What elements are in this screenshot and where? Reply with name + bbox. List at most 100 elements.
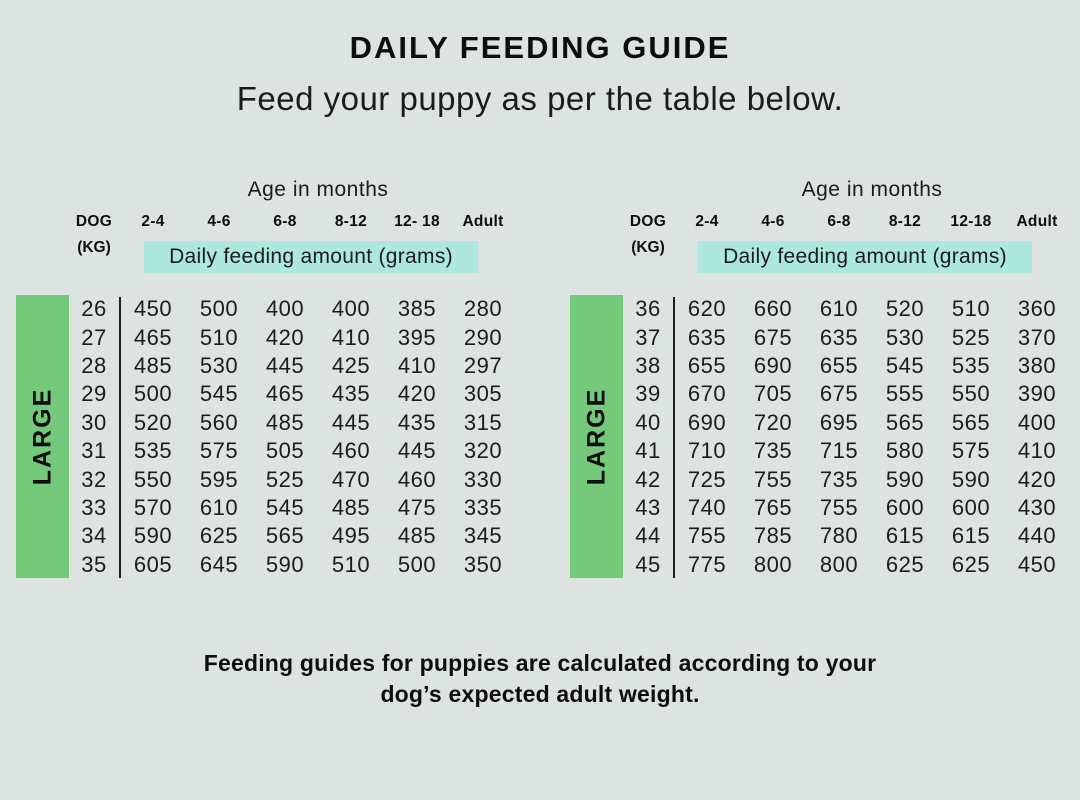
amount-cell: 550 bbox=[951, 381, 991, 407]
amount-cell: 495 bbox=[331, 523, 371, 549]
weight-cell: 28 bbox=[81, 353, 107, 379]
weight-cell: 38 bbox=[635, 353, 661, 379]
amount-cell: 500 bbox=[199, 296, 239, 322]
column-header: 2-4 bbox=[141, 213, 165, 230]
amount-cell: 485 bbox=[331, 495, 371, 521]
column-divider bbox=[673, 297, 675, 578]
amount-cell: 635 bbox=[819, 324, 859, 350]
amount-cell: 345 bbox=[463, 523, 503, 549]
amount-cell: 305 bbox=[463, 381, 503, 407]
feeding-table-left: Age in months DOG 2-4 4-6 6-8 8-12 12- 18 Adu… bbox=[2, 170, 522, 595]
column-header: Adult bbox=[1016, 213, 1058, 230]
size-bar-large: LARGE bbox=[570, 295, 623, 578]
amount-cell: 550 bbox=[133, 466, 173, 492]
amount-cell: 625 bbox=[951, 551, 991, 577]
amount-cell: 590 bbox=[133, 523, 173, 549]
column-header: 6-8 bbox=[827, 213, 851, 230]
amount-cell: 430 bbox=[1017, 495, 1057, 521]
amount-cell: 545 bbox=[265, 495, 305, 521]
amount-cell: 590 bbox=[265, 551, 305, 577]
amount-cell: 485 bbox=[265, 409, 305, 435]
amount-cell: 785 bbox=[753, 523, 793, 549]
amount-cell: 520 bbox=[885, 296, 925, 322]
amount-cell: 690 bbox=[687, 409, 727, 435]
amount-cell: 635 bbox=[687, 324, 727, 350]
amount-cell: 610 bbox=[199, 495, 239, 521]
amount-cell: 445 bbox=[397, 438, 437, 464]
dog-kg-header: DOG bbox=[75, 213, 113, 230]
footer-note: Feeding guides for puppies are calculate… bbox=[0, 648, 1080, 710]
amount-cell: 460 bbox=[397, 466, 437, 492]
dog-kg-unit: (KG) bbox=[631, 239, 665, 256]
amount-cell: 590 bbox=[951, 466, 991, 492]
amount-cell: 425 bbox=[331, 353, 371, 379]
amount-cell: 315 bbox=[463, 409, 503, 435]
amount-cell: 350 bbox=[463, 551, 503, 577]
amount-cell: 485 bbox=[397, 523, 437, 549]
amount-cell: 600 bbox=[951, 495, 991, 521]
amount-cell: 565 bbox=[265, 523, 305, 549]
amount-cell: 410 bbox=[397, 353, 437, 379]
weight-cell: 29 bbox=[81, 381, 107, 407]
amount-cell: 560 bbox=[199, 409, 239, 435]
table-row: 34 590 625 565 495 485 345 bbox=[68, 522, 516, 550]
amount-cell: 605 bbox=[133, 551, 173, 577]
column-header: 4-6 bbox=[207, 213, 231, 230]
amount-cell: 735 bbox=[819, 466, 859, 492]
amount-cell: 610 bbox=[819, 296, 859, 322]
page-subtitle: Feed your puppy as per the table below. bbox=[236, 80, 844, 117]
age-in-months-label: Age in months bbox=[247, 178, 389, 201]
amount-cell: 565 bbox=[951, 409, 991, 435]
dog-kg-unit: (KG) bbox=[77, 239, 111, 256]
weight-cell: 35 bbox=[81, 551, 107, 577]
weight-cell: 34 bbox=[81, 523, 107, 549]
footer-note-line1: Feeding guides for puppies are calculate… bbox=[203, 650, 877, 676]
table-row: 30 520 560 485 445 435 315 bbox=[68, 409, 516, 437]
amount-cell: 530 bbox=[199, 353, 239, 379]
table-row: 45 775 800 800 625 625 450 bbox=[622, 551, 1070, 579]
column-header: 2-4 bbox=[695, 213, 719, 230]
column-header: 6-8 bbox=[273, 213, 297, 230]
amount-cell: 740 bbox=[687, 495, 727, 521]
amount-cell: 330 bbox=[463, 466, 503, 492]
amount-cell: 380 bbox=[1017, 353, 1057, 379]
amount-cell: 485 bbox=[133, 353, 173, 379]
amount-cell: 555 bbox=[885, 381, 925, 407]
amount-cell: 400 bbox=[331, 296, 371, 322]
amount-cell: 645 bbox=[199, 551, 239, 577]
amount-cell: 445 bbox=[265, 353, 305, 379]
amount-cell: 675 bbox=[819, 381, 859, 407]
amount-cell: 655 bbox=[687, 353, 727, 379]
amount-cell: 500 bbox=[133, 381, 173, 407]
amount-cell: 575 bbox=[199, 438, 239, 464]
amount-cell: 510 bbox=[951, 296, 991, 322]
amount-cell: 510 bbox=[199, 324, 239, 350]
amount-cell: 590 bbox=[885, 466, 925, 492]
amount-cell: 420 bbox=[397, 381, 437, 407]
amount-cell: 450 bbox=[133, 296, 173, 322]
column-header: Adult bbox=[462, 213, 504, 230]
weight-cell: 37 bbox=[635, 324, 661, 350]
amount-cell: 280 bbox=[463, 296, 503, 322]
amount-cell: 655 bbox=[819, 353, 859, 379]
table-row: 43 740 765 755 600 600 430 bbox=[622, 494, 1070, 522]
weight-cell: 27 bbox=[81, 324, 107, 350]
age-in-months-label: Age in months bbox=[801, 178, 943, 201]
table-row: 29 500 545 465 435 420 305 bbox=[68, 380, 516, 408]
amount-cell: 395 bbox=[397, 324, 437, 350]
amount-cell: 510 bbox=[331, 551, 371, 577]
amount-cell: 390 bbox=[1017, 381, 1057, 407]
amount-cell: 475 bbox=[397, 495, 437, 521]
table-row: 28 485 530 445 425 410 297 bbox=[68, 352, 516, 380]
feeding-table-right: Age in months DOG 2-4 4-6 6-8 8-12 12-18 Adul… bbox=[556, 170, 1076, 595]
amount-cell: 400 bbox=[1017, 409, 1057, 435]
amount-cell: 600 bbox=[885, 495, 925, 521]
amount-cell: 565 bbox=[885, 409, 925, 435]
amount-cell: 755 bbox=[753, 466, 793, 492]
amount-cell: 320 bbox=[463, 438, 503, 464]
weight-cell: 36 bbox=[635, 296, 661, 322]
table-rows: 36 620 660 610 520 510 360 37 635 675 635 530 525 370… bbox=[622, 295, 1070, 579]
amount-cell: 705 bbox=[753, 381, 793, 407]
amount-cell: 400 bbox=[265, 296, 305, 322]
